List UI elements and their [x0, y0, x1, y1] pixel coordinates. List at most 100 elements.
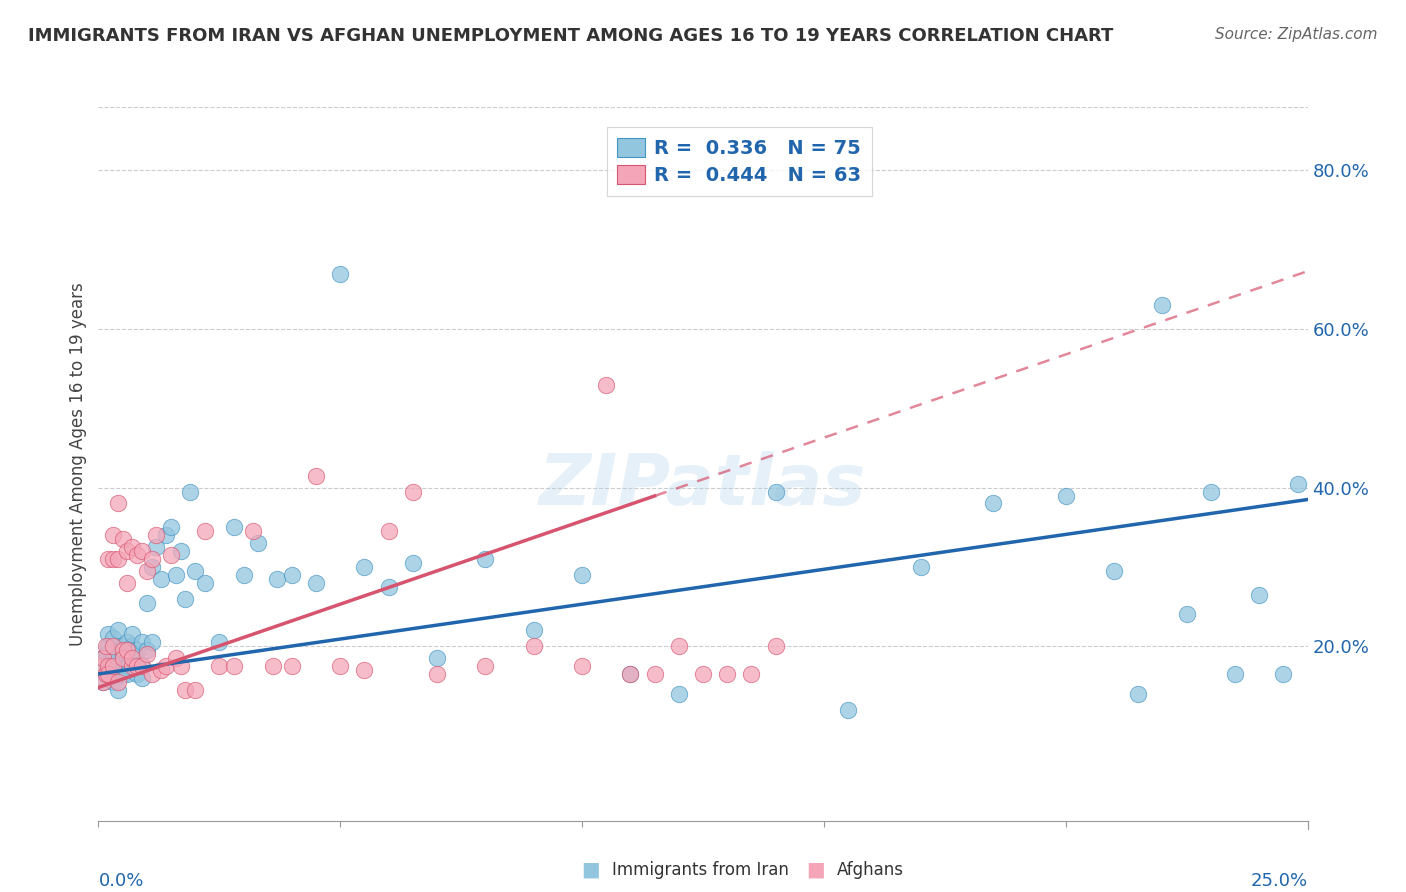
Point: [127, 659, 149, 673]
Point: [1128, 687, 1150, 701]
Point: [353, 663, 375, 677]
Point: [121, 639, 143, 653]
Point: [90, 659, 112, 673]
Point: [765, 639, 787, 653]
Text: IMMIGRANTS FROM IRAN VS AFGHAN UNEMPLOYMENT AMONG AGES 16 TO 19 YEARS CORRELATIO: IMMIGRANTS FROM IRAN VS AFGHAN UNEMPLOYM…: [28, 27, 1114, 45]
Legend: R =  0.336   N = 75, R =  0.444   N = 63: R = 0.336 N = 75, R = 0.444 N = 63: [606, 128, 872, 195]
Point: [94, 647, 117, 661]
Point: [121, 627, 143, 641]
Point: [716, 667, 738, 681]
Point: [740, 667, 762, 681]
Point: [111, 647, 134, 661]
Point: [329, 267, 352, 281]
Point: [474, 552, 496, 566]
Text: Afghans: Afghans: [837, 861, 904, 879]
Point: [101, 552, 124, 566]
Point: [101, 639, 124, 653]
Point: [155, 528, 177, 542]
Text: ▪: ▪: [581, 855, 600, 884]
Point: [222, 520, 245, 534]
Point: [1249, 588, 1271, 602]
Point: [1102, 564, 1125, 578]
Point: [101, 659, 124, 673]
Point: [305, 575, 328, 590]
Point: [281, 659, 304, 673]
Point: [131, 671, 153, 685]
Point: [107, 682, 129, 697]
Point: [377, 524, 399, 539]
Point: [94, 639, 117, 653]
Point: [94, 667, 117, 681]
Text: 0.0%: 0.0%: [98, 872, 143, 890]
Point: [981, 496, 1004, 510]
Text: Immigrants from Iran: Immigrants from Iran: [612, 861, 789, 879]
Point: [571, 659, 593, 673]
Point: [107, 552, 129, 566]
Y-axis label: Unemployment Among Ages 16 to 19 years: Unemployment Among Ages 16 to 19 years: [69, 282, 87, 646]
Point: [150, 663, 173, 677]
Point: [117, 659, 139, 673]
Point: [135, 643, 157, 657]
Point: [837, 703, 859, 717]
Point: [194, 575, 217, 590]
Point: [668, 687, 690, 701]
Point: [242, 524, 264, 539]
Point: [111, 643, 134, 657]
Point: [91, 674, 114, 689]
Point: [121, 540, 143, 554]
Point: [97, 659, 120, 673]
Point: [111, 651, 134, 665]
Point: [111, 667, 134, 681]
Point: [174, 682, 197, 697]
Point: [121, 651, 143, 665]
Point: [127, 548, 149, 562]
Point: [101, 651, 124, 665]
Text: Source: ZipAtlas.com: Source: ZipAtlas.com: [1215, 27, 1378, 42]
Point: [329, 659, 352, 673]
Text: ZIPatlas: ZIPatlas: [540, 450, 866, 520]
Point: [117, 575, 139, 590]
Point: [131, 635, 153, 649]
Text: ▪: ▪: [806, 855, 825, 884]
Point: [117, 643, 139, 657]
Point: [179, 484, 201, 499]
Point: [165, 567, 187, 582]
Point: [131, 659, 153, 673]
Point: [266, 572, 288, 586]
Point: [165, 651, 187, 665]
Point: [91, 651, 114, 665]
Point: [184, 564, 207, 578]
Point: [194, 524, 217, 539]
Point: [262, 659, 284, 673]
Point: [94, 667, 117, 681]
Point: [184, 682, 207, 697]
Point: [117, 544, 139, 558]
Point: [232, 567, 254, 582]
Point: [97, 663, 120, 677]
Point: [117, 635, 139, 649]
Point: [101, 674, 124, 689]
Point: [107, 659, 129, 673]
Point: [135, 647, 157, 661]
Point: [523, 639, 546, 653]
Point: [150, 572, 173, 586]
Point: [910, 560, 932, 574]
Point: [121, 659, 143, 673]
Point: [619, 667, 641, 681]
Point: [426, 651, 449, 665]
Point: [141, 667, 163, 681]
Point: [97, 667, 120, 681]
Point: [107, 674, 129, 689]
Text: 25.0%: 25.0%: [1250, 872, 1308, 890]
Point: [1152, 298, 1174, 312]
Point: [1054, 489, 1077, 503]
Point: [1286, 476, 1309, 491]
Point: [426, 667, 449, 681]
Point: [765, 484, 787, 499]
Point: [111, 639, 134, 653]
Point: [644, 667, 666, 681]
Point: [174, 591, 197, 606]
Point: [97, 552, 120, 566]
Point: [135, 596, 157, 610]
Point: [101, 632, 124, 646]
